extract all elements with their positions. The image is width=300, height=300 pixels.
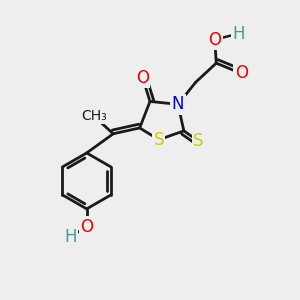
Text: S: S: [154, 131, 164, 149]
Text: O: O: [208, 31, 221, 49]
Text: H: H: [232, 25, 244, 43]
Text: S: S: [193, 132, 204, 150]
Text: O: O: [235, 64, 248, 82]
Text: H: H: [64, 228, 77, 246]
Text: O: O: [136, 69, 149, 87]
Text: N: N: [172, 95, 184, 113]
Text: CH₃: CH₃: [81, 109, 107, 123]
Text: O: O: [80, 218, 93, 236]
